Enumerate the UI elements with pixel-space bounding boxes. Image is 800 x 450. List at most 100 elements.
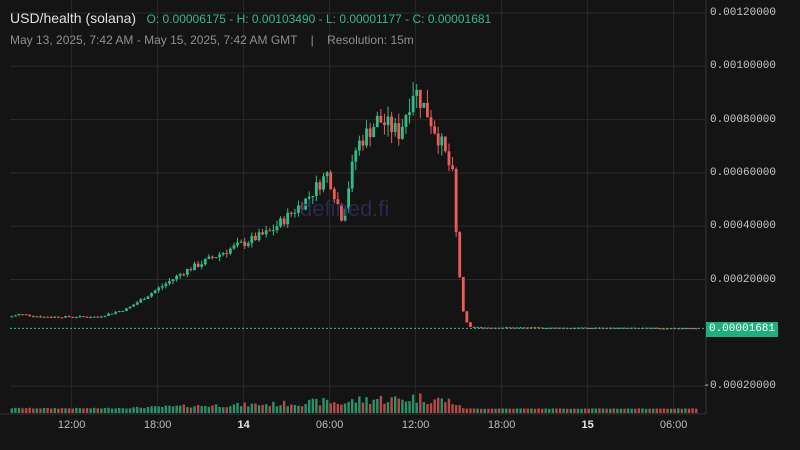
volume-bar xyxy=(652,408,655,413)
volume-bar xyxy=(361,402,365,413)
volume-bar xyxy=(236,402,239,413)
volume-bar xyxy=(286,406,289,413)
volume-bar xyxy=(146,407,150,413)
candle-body xyxy=(139,299,143,303)
volume-bar xyxy=(569,408,572,413)
volume-bar xyxy=(161,406,164,413)
volume-bar xyxy=(325,399,329,413)
volume-bar xyxy=(648,408,651,413)
volume-bar xyxy=(555,408,558,413)
candle-body xyxy=(53,316,57,318)
candlesticks xyxy=(10,82,698,330)
volume-bar xyxy=(204,405,207,413)
volume-bar xyxy=(544,408,547,413)
candle-body xyxy=(17,314,21,316)
separator: | xyxy=(310,33,314,47)
volume-bar xyxy=(340,404,343,413)
candle-body xyxy=(465,311,469,323)
candle-body xyxy=(214,257,218,259)
volume-bar xyxy=(680,408,684,413)
volume-bar xyxy=(386,402,390,413)
candle-body xyxy=(440,136,444,146)
candle-body xyxy=(551,327,555,329)
candle-body xyxy=(612,327,616,329)
candle-body xyxy=(271,230,275,232)
volume-bar xyxy=(261,404,264,413)
candle-body xyxy=(99,316,103,318)
candle-body xyxy=(544,328,548,330)
candle-body xyxy=(350,161,354,189)
candle-body xyxy=(150,293,153,297)
candle-body xyxy=(153,290,157,294)
candle-body xyxy=(469,322,472,327)
volume-bar xyxy=(143,408,146,413)
candle-body xyxy=(221,253,225,255)
candle-body xyxy=(687,328,691,330)
candle-body xyxy=(336,199,340,205)
candle-body xyxy=(250,235,254,244)
candle-body xyxy=(648,327,652,329)
volume-bar xyxy=(695,408,698,413)
volume-bar xyxy=(626,408,630,413)
volume-bar xyxy=(182,404,185,413)
candle-body xyxy=(103,315,107,317)
candle-body xyxy=(189,269,193,271)
candle-body xyxy=(408,112,411,116)
volume-bar xyxy=(429,403,433,413)
volume-bar xyxy=(687,408,691,413)
candle-body xyxy=(207,256,211,259)
volume-bar xyxy=(136,406,139,413)
volume-bar xyxy=(444,402,447,413)
volume-bar xyxy=(322,398,325,413)
candle-body xyxy=(486,327,490,329)
volume-bar xyxy=(447,398,451,413)
candle-body xyxy=(168,281,171,284)
candle-body xyxy=(39,316,42,318)
y-tick-label: 0.00120000 xyxy=(709,7,776,19)
volume-bar xyxy=(75,407,78,413)
volume-bar xyxy=(107,407,110,413)
volume-bar xyxy=(558,408,562,413)
volume-bar xyxy=(483,408,486,413)
candle-body xyxy=(447,151,451,166)
candle-body xyxy=(529,327,533,329)
volume-bar xyxy=(598,408,601,413)
candle-body xyxy=(340,204,343,221)
volume-bar xyxy=(333,402,336,413)
candle-body xyxy=(110,313,114,315)
candle-body xyxy=(357,140,361,151)
candle-body xyxy=(379,115,383,123)
volume-bar xyxy=(630,408,633,413)
volume-bar xyxy=(175,405,178,413)
x-tick-label: 06:00 xyxy=(659,419,688,431)
volume-bar xyxy=(196,404,200,413)
candle-body xyxy=(375,115,379,127)
volume-bar xyxy=(419,393,422,413)
volume-bar xyxy=(472,408,476,413)
candle-body xyxy=(404,115,408,127)
candle-body xyxy=(472,326,476,328)
volume-bar xyxy=(562,408,565,413)
candle-body xyxy=(71,316,75,318)
candle-body xyxy=(365,128,368,146)
volume-bar xyxy=(186,407,189,413)
candle-body xyxy=(35,316,39,318)
volume-bar xyxy=(265,404,268,413)
volume-bar xyxy=(601,408,605,413)
volume-bar xyxy=(218,406,221,413)
candle-body xyxy=(508,327,512,329)
ohlc-readout: O: 0.00006175 - H: 0.00103490 - L: 0.000… xyxy=(146,12,492,26)
volume-bar xyxy=(14,407,17,413)
volume-bar xyxy=(368,404,372,413)
volume-bar xyxy=(343,403,347,413)
volume-bar xyxy=(677,408,680,413)
volume-bar xyxy=(637,408,641,413)
candle-body xyxy=(146,296,150,300)
volume-bar xyxy=(171,406,175,413)
candle-body xyxy=(211,256,214,258)
volume-bar xyxy=(304,404,307,413)
chart-header: USD/health (solana) O: 0.00006175 - H: 0… xyxy=(10,10,491,28)
candle-body xyxy=(558,327,562,329)
volume-bar xyxy=(189,407,193,413)
